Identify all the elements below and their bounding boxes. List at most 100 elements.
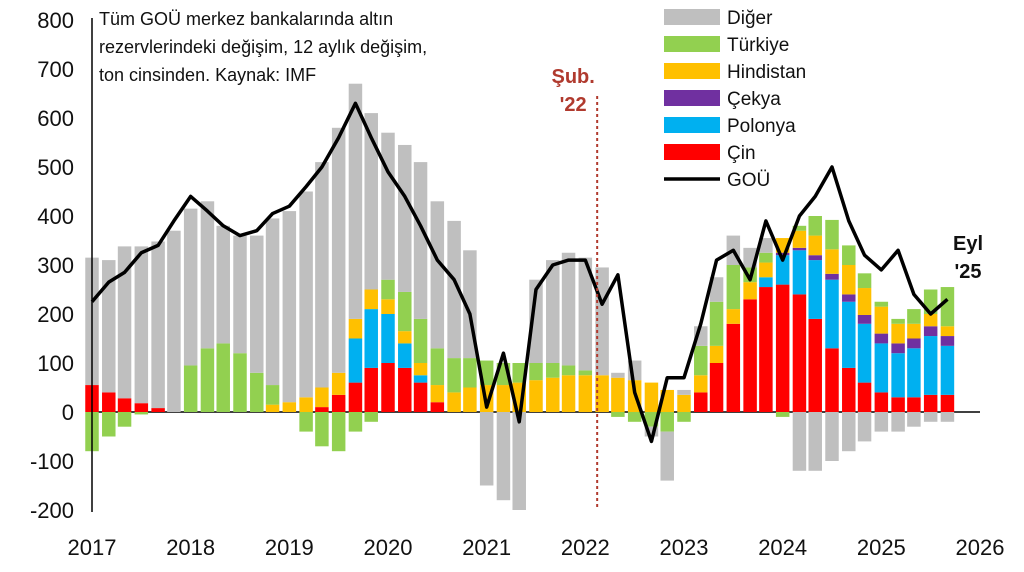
x-tick-label: 2020 bbox=[364, 535, 413, 560]
x-tick-label: 2019 bbox=[265, 535, 314, 560]
x-tick-label: 2026 bbox=[956, 535, 1005, 560]
bar-segment bbox=[923, 394, 938, 412]
bar-segment bbox=[479, 412, 494, 486]
bar-segment bbox=[874, 301, 889, 307]
bar-segment bbox=[808, 235, 822, 256]
bar-segment bbox=[315, 412, 329, 447]
legend-swatch bbox=[664, 9, 720, 25]
bar-segment bbox=[364, 289, 378, 310]
bar-segment bbox=[364, 309, 378, 368]
stacked-bars bbox=[85, 83, 955, 510]
bar-segment bbox=[216, 343, 230, 412]
bar-segment bbox=[940, 336, 955, 346]
bar-segment bbox=[512, 412, 526, 510]
bar-segment bbox=[595, 375, 609, 412]
bar-segment bbox=[134, 246, 149, 404]
bar-segment bbox=[874, 412, 889, 432]
bar-segment bbox=[759, 277, 773, 288]
legend-label: Çekya bbox=[727, 89, 781, 110]
bar-segment bbox=[200, 201, 215, 349]
legend-swatch bbox=[664, 90, 720, 106]
bar-segment bbox=[644, 426, 659, 437]
annotations: Şub. '22 Eyl '25 bbox=[552, 66, 983, 510]
bar-segment bbox=[891, 343, 905, 354]
bar-segment bbox=[250, 372, 264, 412]
bar-segment bbox=[233, 353, 247, 412]
bar-segment bbox=[463, 387, 477, 412]
bar-segment bbox=[842, 367, 856, 412]
bar-segment bbox=[677, 412, 691, 422]
bar-segment bbox=[200, 348, 215, 412]
bar-segment bbox=[923, 326, 938, 337]
bar-segment bbox=[907, 412, 921, 427]
bar-segment bbox=[348, 382, 363, 412]
annotation-sep-25: '25 bbox=[954, 261, 981, 283]
x-tick-label: 2018 bbox=[166, 535, 215, 560]
bar-segment bbox=[907, 397, 921, 412]
legend-label: Çin bbox=[727, 143, 756, 164]
bar-segment bbox=[808, 255, 822, 261]
bar-segment bbox=[726, 309, 741, 324]
bar-segment bbox=[348, 338, 363, 383]
bar-segment bbox=[660, 412, 674, 432]
bar-segment bbox=[364, 113, 378, 290]
bar-segment bbox=[134, 403, 149, 412]
bar-segment bbox=[907, 338, 921, 349]
bar-segment bbox=[923, 314, 938, 327]
bar-segment bbox=[743, 282, 757, 300]
bar-segment bbox=[578, 257, 593, 371]
bar-segment bbox=[183, 365, 198, 412]
y-tick-label: 200 bbox=[37, 302, 74, 327]
annotation-feb-22: '22 bbox=[560, 94, 587, 116]
bar-segment bbox=[775, 255, 790, 285]
annotation-sep-25: Eyl bbox=[953, 233, 983, 255]
bar-segment bbox=[331, 394, 346, 412]
bar-segment bbox=[348, 83, 363, 319]
bar-segment bbox=[413, 382, 428, 412]
bar-segment bbox=[842, 245, 856, 265]
bar-segment bbox=[611, 412, 625, 417]
bar-segment bbox=[857, 382, 872, 412]
legend-swatch bbox=[664, 36, 720, 52]
bar-segment bbox=[117, 246, 132, 399]
bar-segment bbox=[857, 412, 872, 442]
bar-segment bbox=[891, 412, 905, 432]
bar-segment bbox=[792, 247, 807, 251]
legend-label: Türkiye bbox=[727, 35, 789, 56]
bar-segment bbox=[842, 294, 856, 302]
y-tick-label: 300 bbox=[37, 253, 74, 278]
bar-segment bbox=[627, 412, 642, 422]
bar-segment bbox=[233, 235, 247, 354]
bar-segment bbox=[102, 260, 116, 393]
bar-segment bbox=[940, 394, 955, 412]
bar-segment bbox=[857, 323, 872, 383]
bar-segment bbox=[496, 385, 511, 412]
bar-segment bbox=[709, 277, 724, 302]
bar-segment bbox=[874, 392, 889, 412]
legend-label: Hindistan bbox=[727, 62, 806, 83]
bar-segment bbox=[792, 412, 807, 471]
bar-segment bbox=[709, 345, 724, 363]
bar-segment bbox=[907, 348, 921, 398]
legend: Diğer Türkiye Hindistan Çekya Polonya Çin GOÜ bbox=[664, 8, 806, 191]
bar-segment bbox=[398, 367, 412, 412]
bar-segment bbox=[463, 358, 477, 388]
chart-title: Tüm GOÜ merkez bankalarında altın rezerv… bbox=[99, 9, 427, 85]
bar-segment bbox=[529, 380, 543, 412]
bar-segment bbox=[611, 377, 625, 412]
bar-segment bbox=[694, 392, 708, 412]
bar-segment bbox=[117, 412, 132, 427]
bar-segment bbox=[792, 294, 807, 412]
bar-segment bbox=[299, 397, 313, 412]
title-line-1: Tüm GOÜ merkez bankalarında altın bbox=[99, 9, 393, 29]
annotation-feb-22: Şub. bbox=[552, 66, 595, 88]
bar-segment bbox=[775, 412, 790, 417]
y-tick-label: -100 bbox=[30, 449, 74, 474]
bar-segment bbox=[857, 288, 872, 315]
x-tick-label: 2017 bbox=[68, 535, 117, 560]
bar-segment bbox=[891, 397, 905, 412]
x-tick-label: 2025 bbox=[857, 535, 906, 560]
bar-segment bbox=[808, 260, 822, 319]
bar-segment bbox=[282, 402, 297, 412]
bar-segment bbox=[759, 252, 773, 263]
